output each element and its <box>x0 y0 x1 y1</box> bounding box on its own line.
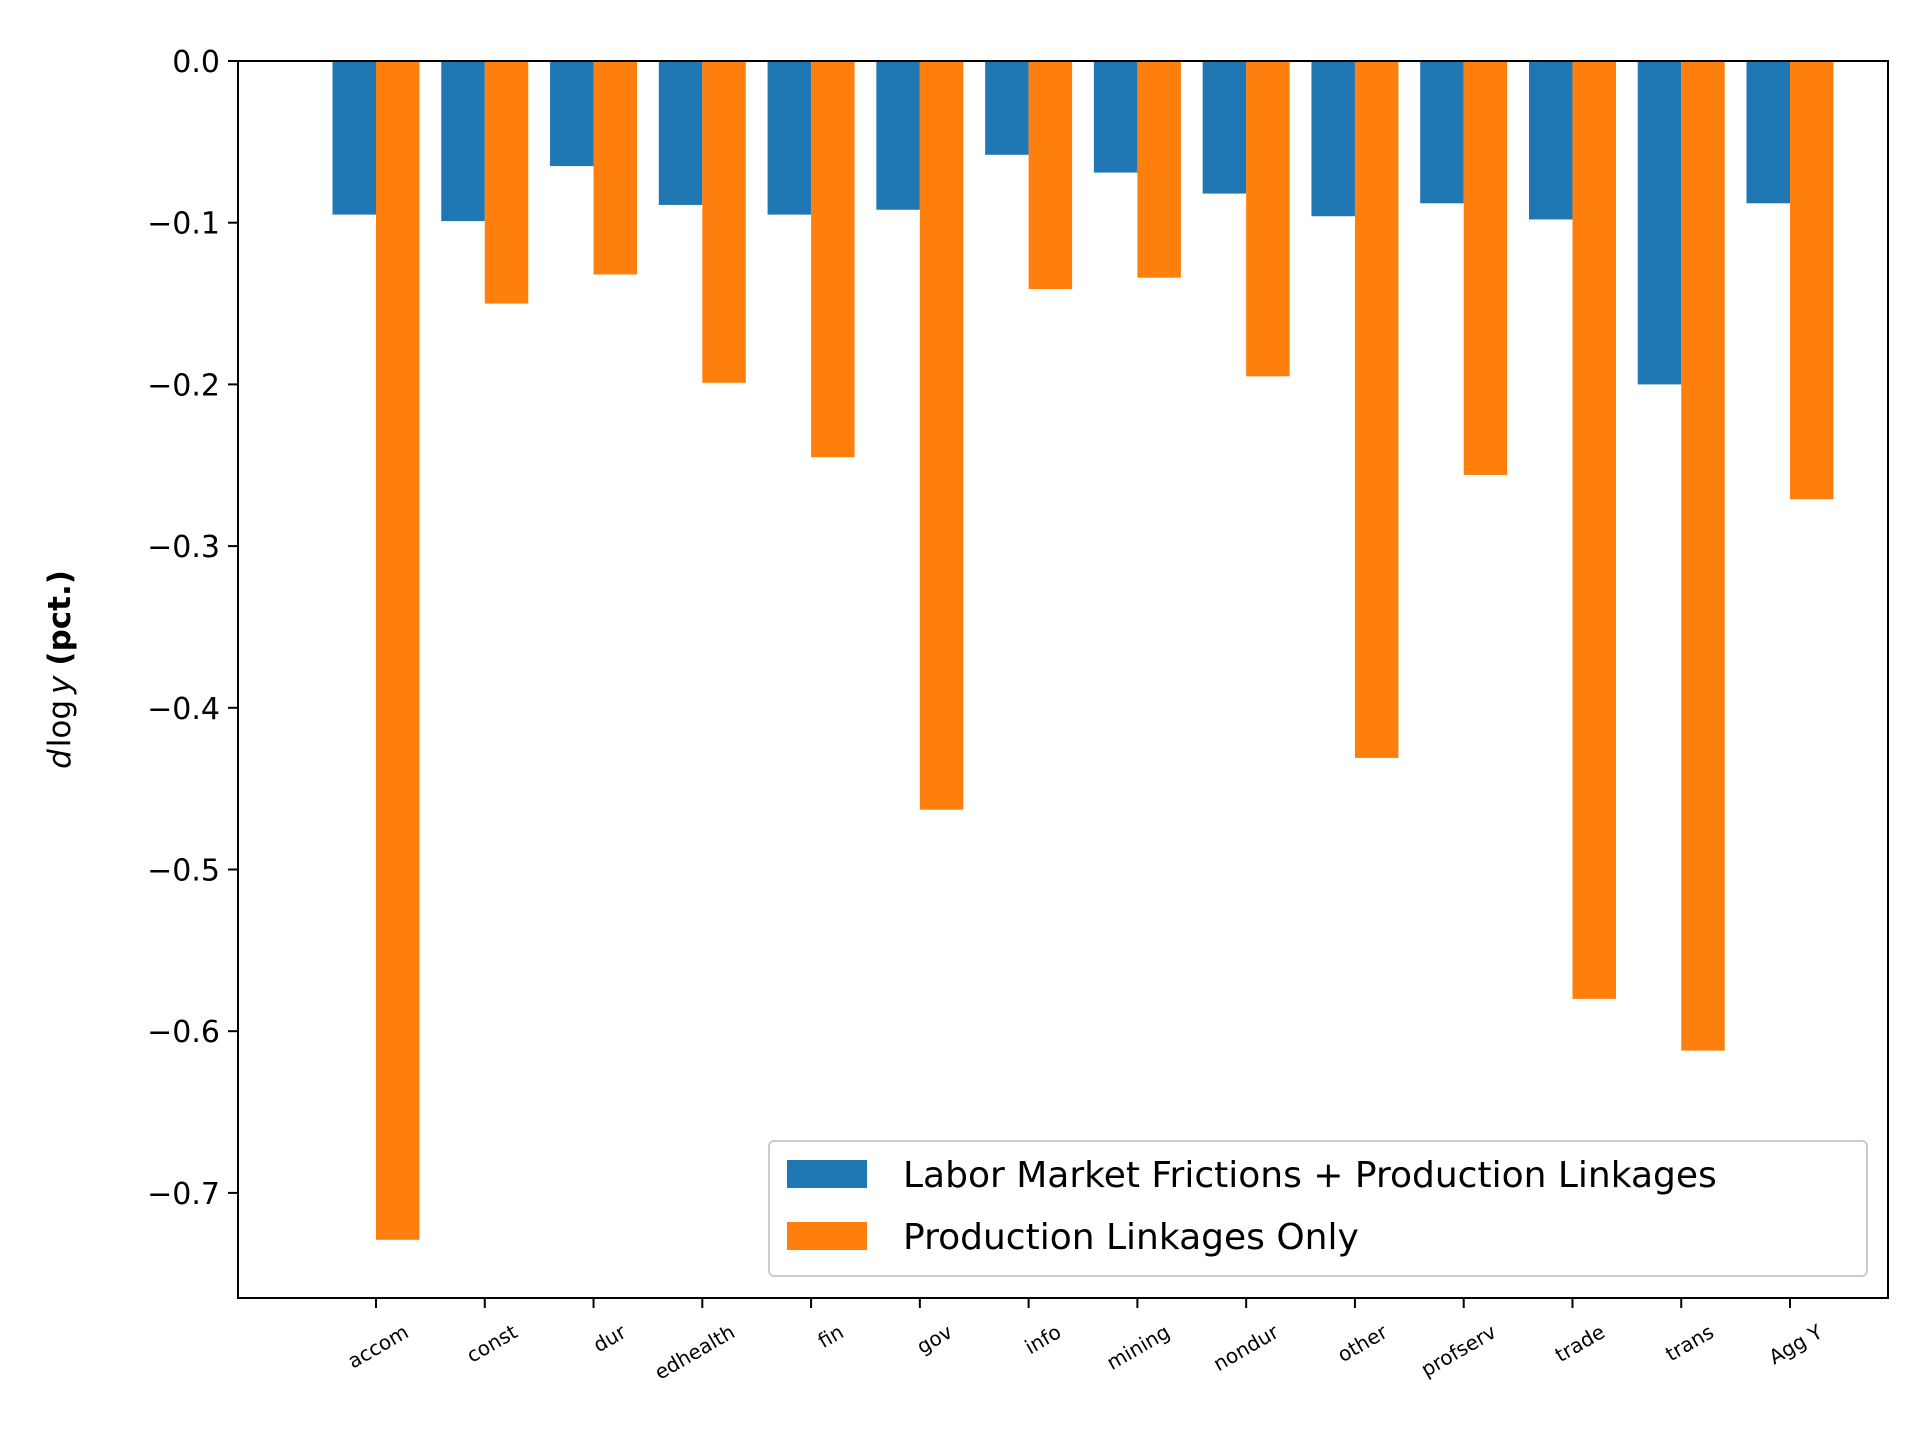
bar-labor-frictions-profserv <box>1420 61 1464 204</box>
bar-labor-frictions-other <box>1311 61 1355 217</box>
y-axis-label: dlog y (pct.) <box>42 570 78 769</box>
y-tick-label: −0.3 <box>147 530 220 565</box>
bar-labor-frictions-nondur <box>1202 61 1247 194</box>
bar-labor-frictions-const <box>441 61 485 222</box>
bar-production-only-other <box>1354 61 1399 758</box>
y-axis: 0.0 −0.1 −0.2 −0.3 −0.4 −0.5 −0.6 −0.7 <box>147 45 238 1212</box>
bar-labor-frictions-fin <box>767 61 812 215</box>
bar-labor-frictions-accom <box>332 61 376 215</box>
y-tick-label: 0.0 <box>172 45 220 80</box>
bar-labor-frictions-trade <box>1528 61 1573 220</box>
legend-swatch-labor-frictions <box>787 1160 867 1188</box>
plot-frame <box>237 60 1889 1299</box>
y-axis-label-log: log <box>42 700 78 747</box>
legend-label-production-only: Production Linkages Only <box>903 1217 1359 1258</box>
bar-labor-frictions-trans <box>1637 61 1682 385</box>
bar-production-only-agg-y <box>1790 61 1834 500</box>
bar-labor-frictions-edhealth <box>658 61 703 205</box>
y-tick-label: −0.4 <box>147 692 220 727</box>
bar-production-only-mining <box>1137 61 1181 278</box>
bar-production-only-trade <box>1572 61 1616 999</box>
bar-production-only-profserv <box>1463 61 1508 475</box>
bar-production-only-info <box>1028 61 1073 289</box>
y-axis-label-prefix: d <box>42 749 78 769</box>
y-axis-label-var: y <box>42 675 78 695</box>
bar-production-only-edhealth <box>702 61 746 383</box>
y-axis-label-unit: (pct.) <box>42 570 78 666</box>
bar-production-only-dur <box>593 61 638 275</box>
y-tick-label: −0.2 <box>147 368 220 403</box>
bar-labor-frictions-mining <box>1093 61 1138 173</box>
y-tick-label: −0.1 <box>147 207 220 242</box>
y-tick-label: −0.6 <box>147 1015 220 1050</box>
legend-swatch-production-only <box>787 1222 867 1250</box>
y-tick-label: −0.5 <box>147 853 220 888</box>
bar-production-only-trans <box>1681 61 1725 1051</box>
bar-production-only-gov <box>919 61 964 810</box>
bar-labor-frictions-agg-y <box>1746 61 1791 204</box>
y-tick-label: −0.7 <box>147 1177 220 1212</box>
bar-production-only-nondur <box>1246 61 1290 377</box>
bar-production-only-accom <box>376 61 420 1240</box>
legend: Labor Market Frictions + Production Link… <box>768 1140 1868 1277</box>
bar-production-only-fin <box>811 61 855 458</box>
bar-labor-frictions-gov <box>876 61 920 210</box>
bar-production-only-const <box>484 61 529 304</box>
bar-labor-frictions-dur <box>550 61 594 167</box>
legend-label-labor-frictions: Labor Market Frictions + Production Link… <box>903 1155 1717 1196</box>
bars-group <box>332 61 1834 1240</box>
bar-labor-frictions-info <box>985 61 1029 155</box>
legend-box <box>768 1140 1868 1277</box>
